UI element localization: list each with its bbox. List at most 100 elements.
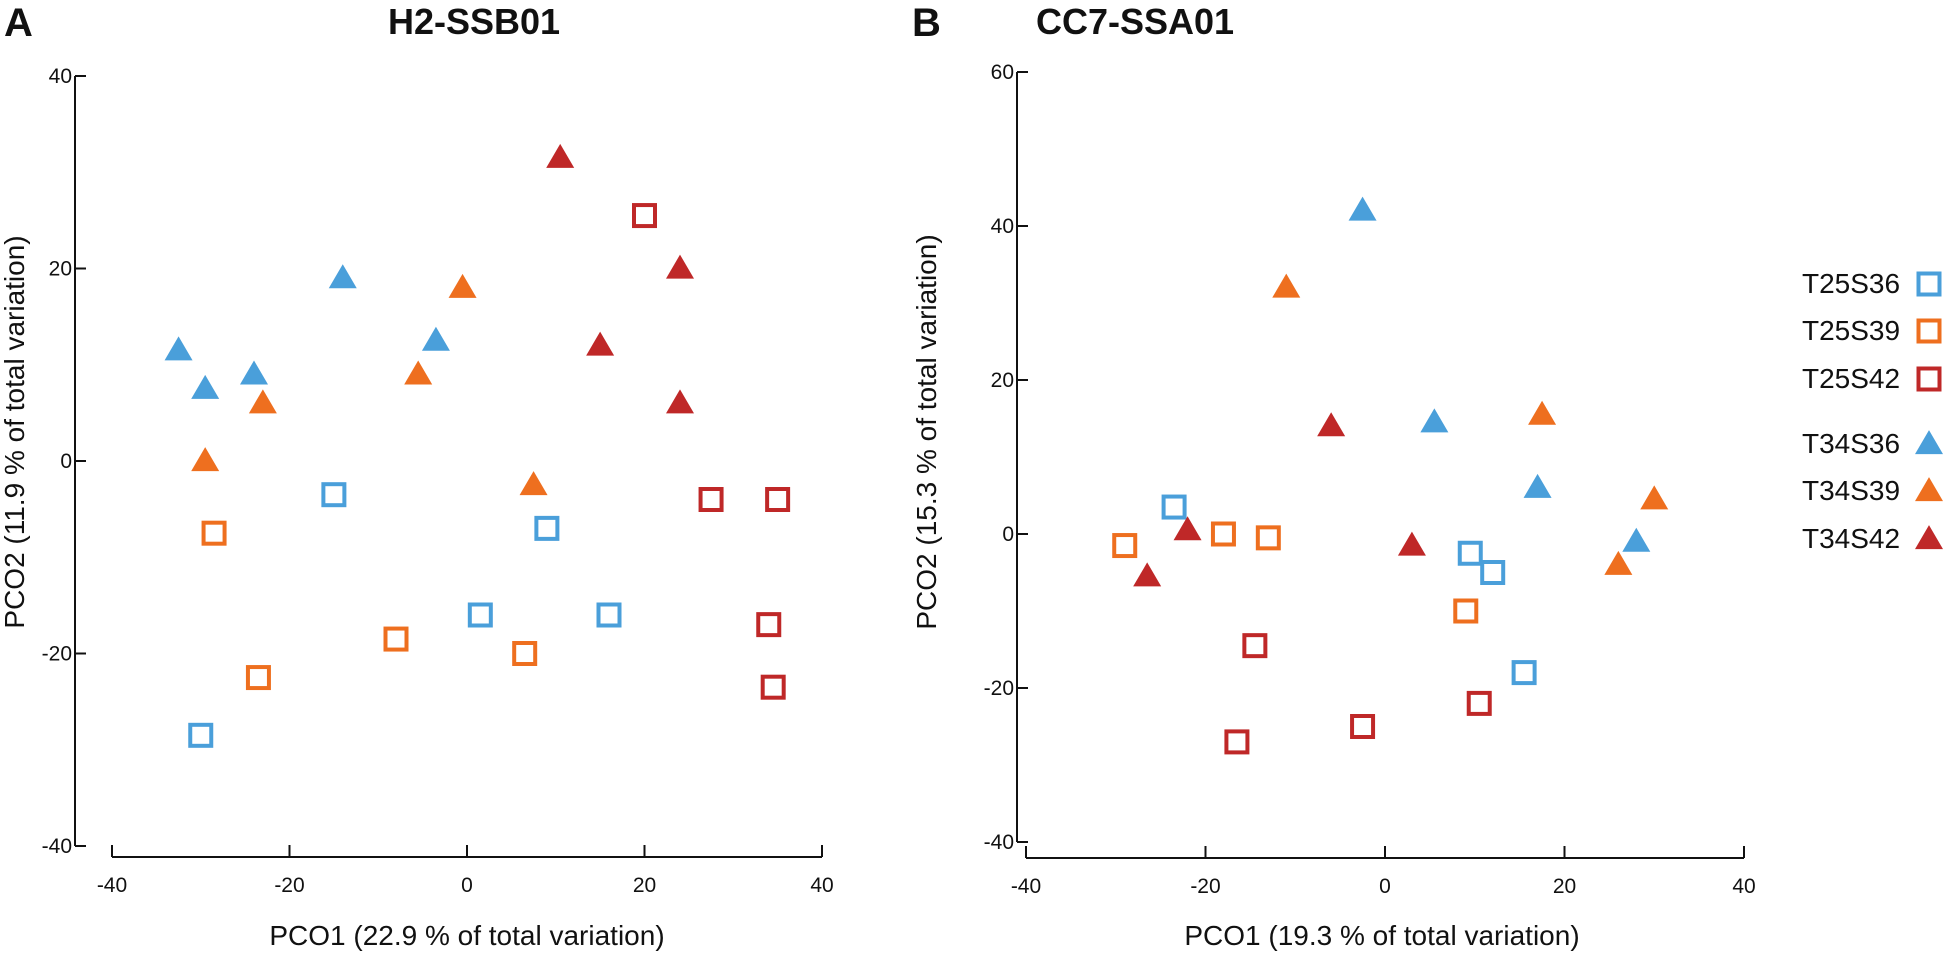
data-point-triangle — [1622, 527, 1651, 552]
x-tick-label: -20 — [274, 874, 304, 897]
x-tick-label: 20 — [1553, 875, 1576, 898]
panel-b-xlabel: PCO1 (19.3 % of total variation) — [1184, 920, 1579, 951]
data-point-triangle — [248, 389, 277, 414]
data-point-triangle — [1604, 550, 1633, 575]
data-point-square — [512, 641, 538, 666]
data-point-triangle — [1640, 485, 1669, 510]
data-point-square — [188, 722, 214, 748]
x-tick-label: 40 — [810, 874, 833, 897]
data-point-triangle — [1348, 196, 1377, 221]
data-point-triangle — [546, 143, 575, 168]
panel-a-marks — [164, 143, 791, 748]
legend-entry: T25S36 — [1802, 268, 1942, 299]
data-point-square — [1466, 690, 1492, 716]
legend-square-mark — [1916, 366, 1942, 392]
data-point-triangle — [404, 360, 433, 385]
data-point-square — [467, 602, 493, 628]
data-point-triangle — [240, 360, 268, 385]
panel-a-letter: A — [4, 1, 33, 45]
data-point-square — [1210, 521, 1236, 547]
y-tick-label: 20 — [49, 258, 72, 281]
data-point-square — [1161, 494, 1187, 520]
y-tick-label: 40 — [991, 215, 1014, 238]
panel-a-axes: -40 -20 0 20 40 -40 -20 0 20 40 — [42, 65, 834, 897]
legend-entry: T34S42 — [1802, 523, 1943, 554]
legend-square-mark — [1916, 271, 1942, 297]
panel-a-title: H2-SSB01 — [388, 1, 560, 42]
panel-a-ylabel: PCO2 (11.9 % of total variation) — [0, 235, 30, 628]
data-point-square — [534, 515, 560, 541]
legend-marker-square — [1916, 271, 1942, 297]
panel-b-ylabel: PCO2 (15.3 % of total variation) — [911, 234, 942, 629]
data-point-square — [245, 665, 271, 691]
y-tick-label: -20 — [984, 677, 1014, 700]
data-point-triangle — [191, 374, 220, 399]
y-tick-label: 60 — [991, 61, 1014, 84]
data-point-triangle — [448, 273, 477, 298]
panel-b-marks — [1112, 196, 1669, 755]
panel-b-axes: -40 -20 0 20 40 60 -40 -20 0 20 40 — [984, 61, 1756, 898]
data-point-triangle — [1272, 273, 1301, 298]
legend: T25S36 T25S39 T25S42 T34S36 T34S39 T34S4… — [1802, 268, 1943, 554]
data-point-triangle — [1317, 412, 1346, 437]
panel-b-letter: B — [912, 1, 941, 45]
data-point-square — [1242, 633, 1268, 659]
data-point-square — [1453, 598, 1479, 624]
legend-label: T34S42 — [1802, 523, 1900, 554]
legend-entry: T25S42 — [1802, 363, 1942, 394]
y-tick-label: 20 — [991, 369, 1014, 392]
data-point-square — [632, 203, 657, 229]
x-tick-label: 0 — [461, 874, 473, 897]
legend-label: T25S42 — [1802, 363, 1900, 394]
legend-marker-triangle — [1915, 477, 1943, 502]
data-point-triangle — [328, 264, 357, 289]
data-point-triangle — [191, 447, 220, 472]
y-tick-label: 0 — [1002, 523, 1014, 546]
y-tick-label: 40 — [49, 65, 72, 88]
legend-marker-square — [1916, 318, 1942, 344]
legend-label: T25S39 — [1802, 315, 1900, 346]
panel-a-xlabel: PCO1 (22.9 % of total variation) — [269, 920, 664, 951]
legend-entry: T34S36 — [1802, 428, 1943, 459]
data-point-triangle — [666, 254, 694, 279]
data-point-triangle — [164, 336, 193, 361]
legend-label: T34S39 — [1802, 475, 1900, 506]
data-point-square — [1457, 540, 1483, 566]
legend-entry: T25S39 — [1802, 315, 1942, 346]
x-tick-label: 20 — [633, 874, 656, 897]
data-point-triangle — [519, 471, 548, 496]
data-point-square — [1511, 660, 1537, 686]
data-point-square — [1112, 533, 1138, 559]
x-tick-label: -40 — [1011, 875, 1041, 898]
legend-label: T25S36 — [1802, 268, 1900, 299]
data-point-square — [201, 520, 227, 546]
data-point-square — [760, 674, 786, 700]
legend-square-mark — [1916, 318, 1942, 344]
data-point-square — [596, 602, 622, 628]
data-point-triangle — [586, 331, 615, 356]
data-point-triangle — [1397, 531, 1426, 556]
data-point-square — [321, 482, 347, 508]
data-point-triangle — [1420, 408, 1449, 433]
legend-label: T34S36 — [1802, 428, 1900, 459]
data-point-square — [1480, 560, 1506, 585]
legend-triangle-mark — [1915, 525, 1943, 550]
data-point-square — [1255, 525, 1281, 551]
data-point-triangle — [666, 389, 694, 414]
panel-b: B CC7-SSA01 -40 -20 0 20 40 60 -40 -20 0 20 40 PCO… — [911, 1, 1756, 951]
x-tick-label: 40 — [1732, 875, 1755, 898]
y-tick-label: -40 — [984, 831, 1014, 854]
y-tick-label: -40 — [42, 835, 72, 858]
data-point-square — [1350, 714, 1376, 739]
data-point-square — [1224, 729, 1250, 755]
data-point-triangle — [1528, 400, 1557, 425]
data-point-square — [383, 626, 409, 652]
legend-marker-triangle — [1915, 430, 1943, 455]
legend-marker-triangle — [1915, 525, 1943, 550]
data-point-triangle — [421, 326, 450, 351]
data-point-square — [698, 487, 724, 512]
data-point-square — [765, 487, 791, 512]
x-tick-label: -40 — [97, 874, 127, 897]
x-tick-label: 0 — [1379, 875, 1391, 898]
